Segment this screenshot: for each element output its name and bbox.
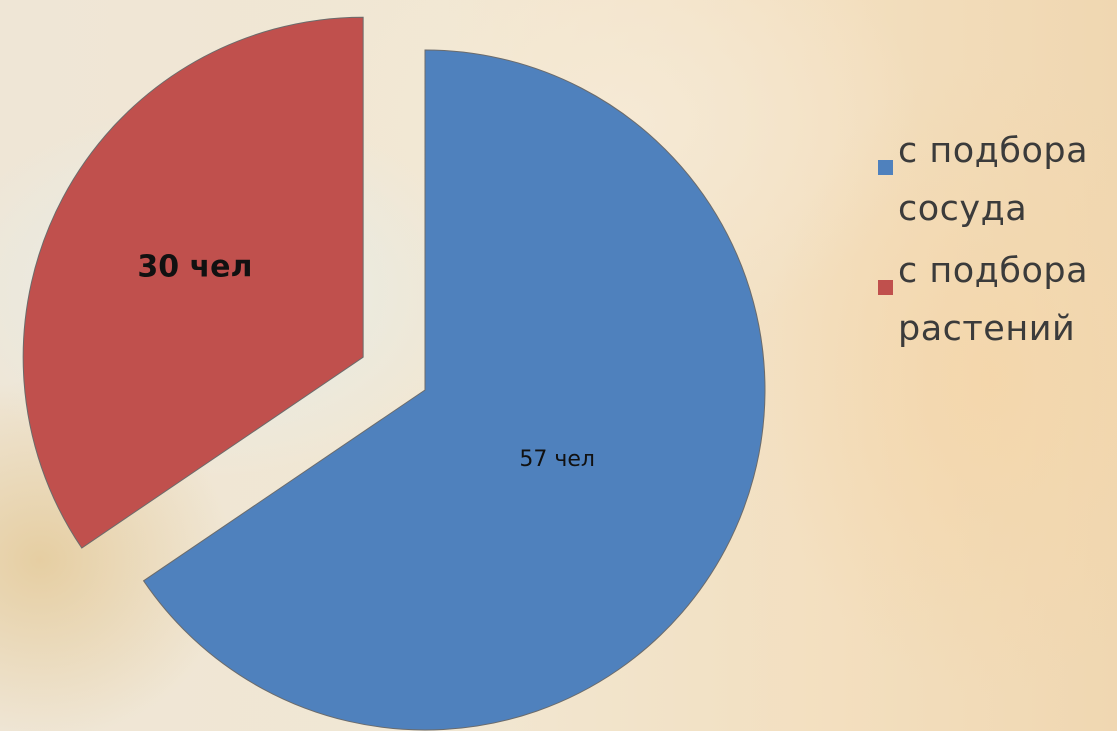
legend-swatch-icon: [878, 160, 893, 175]
chart-legend: с подбора сосуда с подбора растений: [878, 122, 1117, 362]
slice-data-label: 30 чел: [137, 250, 252, 285]
legend-label: с подбора растений: [898, 251, 1089, 349]
slice-data-label: 57 чел: [519, 447, 595, 472]
legend-item: с подбора сосуда: [878, 122, 1117, 238]
pie-slice: [142, 49, 766, 731]
pie-slice: [22, 16, 364, 549]
legend-item: с подбора растений: [878, 242, 1117, 358]
legend-label: с подбора сосуда: [898, 131, 1089, 229]
legend-swatch-icon: [878, 280, 893, 295]
